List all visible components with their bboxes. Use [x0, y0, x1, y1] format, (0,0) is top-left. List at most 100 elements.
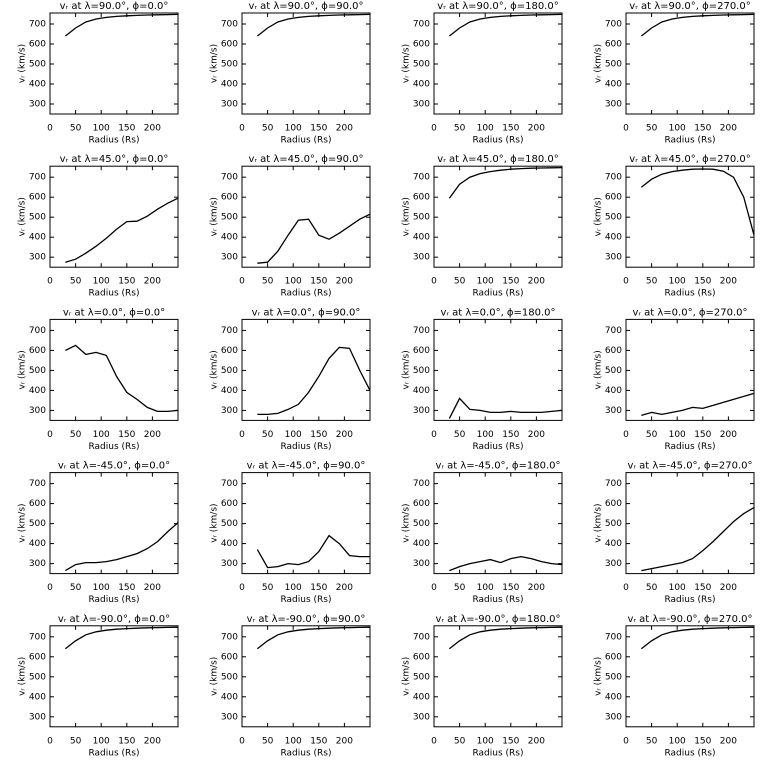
x-tick-label: 200 [528, 430, 545, 440]
y-tick-label: 500 [221, 366, 238, 376]
x-axis-label: Radius (Rs) [280, 136, 331, 146]
y-tick-label: 700 [221, 632, 238, 642]
x-tick-label: 150 [502, 430, 519, 440]
y-tick-label: 600 [413, 193, 430, 203]
y-tick-label: 700 [605, 479, 622, 489]
y-tick-label: 700 [413, 20, 430, 30]
plot-frame [625, 472, 755, 575]
x-axis-label: Radius (Rs) [280, 289, 331, 299]
panel-title: vᵣ at λ=90.0°, ϕ=0.0° [60, 1, 169, 12]
panel-title: vᵣ at λ=45.0°, ϕ=0.0° [60, 154, 169, 165]
y-tick-label: 600 [29, 193, 46, 203]
x-tick-label: 0 [239, 430, 245, 440]
x-tick-label: 200 [720, 277, 737, 287]
y-tick-label: 500 [221, 672, 238, 682]
plot-frame [241, 318, 371, 421]
y-tick-label: 400 [605, 233, 622, 243]
panel: vᵣ at λ=90.0°, ϕ=180.0° Radius (Rs) vᵣ (km… [402, 1, 563, 146]
plot-frame [433, 12, 563, 115]
y-tick-label: 500 [413, 213, 430, 223]
x-tick-label: 150 [118, 583, 135, 593]
x-tick-label: 150 [694, 430, 711, 440]
y-tick-label: 700 [221, 20, 238, 30]
panel: vᵣ at λ=-45.0°, ϕ=180.0° Radius (Rs) vᵣ (k… [402, 461, 563, 605]
y-tick-label: 300 [29, 100, 46, 110]
x-tick-label: 200 [336, 277, 353, 287]
y-tick-label: 300 [221, 100, 238, 110]
x-tick-label: 150 [694, 124, 711, 134]
y-tick-label: 400 [29, 692, 46, 702]
x-tick-label: 0 [431, 430, 437, 440]
y-tick-label: 400 [605, 386, 622, 396]
x-axis-label: Radius (Rs) [472, 289, 523, 299]
y-axis-label: vᵣ (km/s) [402, 197, 412, 236]
panel-title: vᵣ at λ=-90.0°, ϕ=0.0° [58, 614, 170, 625]
x-tick-label: 150 [502, 736, 519, 746]
data-line [256, 534, 370, 569]
x-tick-label: 200 [336, 736, 353, 746]
y-tick-label: 400 [605, 80, 622, 90]
data-line [640, 13, 755, 37]
y-tick-label: 700 [605, 632, 622, 642]
x-tick-label: 0 [239, 583, 245, 593]
data-line [257, 213, 371, 264]
y-tick-label: 600 [221, 40, 238, 50]
x-tick-label: 100 [477, 736, 494, 746]
y-tick-label: 700 [29, 20, 46, 30]
x-tick-label: 50 [454, 124, 466, 134]
y-axis-label: vᵣ (km/s) [18, 350, 28, 389]
panel-title: vᵣ at λ=-45.0°, ϕ=270.0° [627, 461, 752, 472]
x-tick-label: 150 [310, 124, 327, 134]
plot-frame [625, 625, 755, 728]
panel: vᵣ at λ=45.0°, ϕ=180.0° Radius (Rs) vᵣ (km… [402, 154, 563, 299]
x-axis-label: Radius (Rs) [664, 136, 715, 146]
x-tick-label: 50 [454, 736, 466, 746]
y-tick-label: 700 [605, 173, 622, 183]
y-axis-label: vᵣ (km/s) [594, 503, 604, 542]
x-tick-label: 150 [310, 583, 327, 593]
x-tick-label: 200 [336, 430, 353, 440]
y-axis-label: vᵣ (km/s) [18, 503, 28, 542]
x-axis-label: Radius (Rs) [664, 289, 715, 299]
y-tick-label: 600 [605, 193, 622, 203]
y-tick-label: 300 [29, 712, 46, 722]
x-tick-label: 0 [47, 277, 53, 287]
data-line [448, 626, 563, 650]
x-tick-label: 200 [144, 277, 161, 287]
plot-frame [49, 165, 179, 268]
y-tick-label: 400 [29, 539, 46, 549]
x-tick-label: 50 [70, 583, 82, 593]
y-axis-label: vᵣ (km/s) [594, 197, 604, 236]
x-tick-label: 150 [502, 583, 519, 593]
x-tick-label: 100 [285, 277, 302, 287]
data-line [640, 626, 755, 650]
data-line [448, 397, 563, 419]
x-tick-label: 0 [623, 277, 629, 287]
x-axis-label: Radius (Rs) [472, 442, 523, 452]
y-tick-label: 300 [413, 253, 430, 263]
y-tick-label: 600 [413, 499, 430, 509]
x-tick-label: 100 [93, 124, 110, 134]
y-tick-label: 300 [605, 559, 622, 569]
data-line [64, 626, 179, 650]
y-tick-label: 400 [29, 80, 46, 90]
y-tick-label: 700 [221, 326, 238, 336]
panel-title: vᵣ at λ=-45.0°, ϕ=0.0° [58, 461, 170, 472]
y-tick-label: 400 [413, 386, 430, 396]
y-tick-label: 500 [605, 60, 622, 70]
y-tick-label: 400 [605, 692, 622, 702]
y-tick-label: 700 [605, 20, 622, 30]
y-tick-label: 500 [29, 366, 46, 376]
x-tick-label: 0 [431, 583, 437, 593]
x-tick-label: 0 [239, 736, 245, 746]
x-tick-label: 50 [454, 277, 466, 287]
y-tick-label: 300 [29, 253, 46, 263]
y-axis-label: vᵣ (km/s) [18, 44, 28, 83]
y-tick-label: 700 [605, 326, 622, 336]
panel-title: vᵣ at λ=-90.0°, ϕ=180.0° [435, 614, 560, 625]
plot-frame [433, 318, 563, 421]
y-tick-label: 500 [29, 519, 46, 529]
x-tick-label: 100 [669, 430, 686, 440]
plot-frame [433, 472, 563, 575]
x-tick-label: 100 [477, 124, 494, 134]
